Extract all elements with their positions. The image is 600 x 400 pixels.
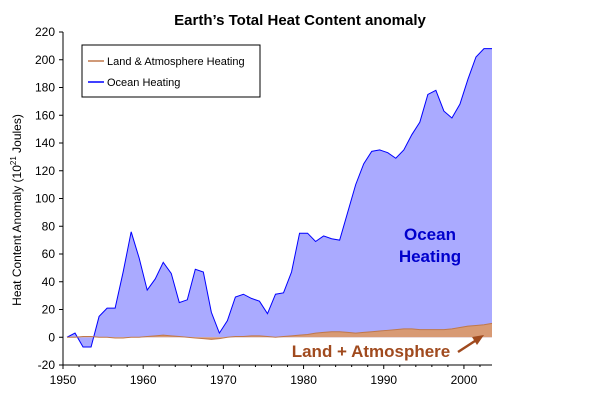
x-tick-label: 1970 xyxy=(210,373,237,387)
y-tick-label: 140 xyxy=(35,136,55,150)
y-tick-label: -20 xyxy=(38,358,56,372)
y-tick-label: 100 xyxy=(35,192,55,206)
plot-area xyxy=(66,48,493,348)
y-tick-label: 40 xyxy=(42,275,56,289)
legend-box xyxy=(81,44,261,98)
y-axis-label-exponent: 21 xyxy=(9,156,18,165)
x-tick-label: 1980 xyxy=(290,373,317,387)
x-tick-label: 2000 xyxy=(451,373,478,387)
y-tick-label: 160 xyxy=(35,108,55,122)
legend: Land & Atmosphere Heating Ocean Heating xyxy=(81,44,261,98)
legend-label-ocean: Ocean Heating xyxy=(107,77,180,89)
x-tick-label: 1990 xyxy=(370,373,397,387)
annotation-land-atmosphere: Land + Atmosphere xyxy=(292,342,451,361)
y-axis-label: Heat Content Anomaly (1021 Joules) xyxy=(9,114,24,306)
y-tick-label: 60 xyxy=(42,247,56,261)
ocean-heating-line xyxy=(66,48,492,348)
y-tick-label: 180 xyxy=(35,81,55,95)
y-tick-label: 20 xyxy=(42,303,56,317)
land-atmosphere-line xyxy=(67,322,493,340)
y-axis-label-main: Heat Content Anomaly (10 xyxy=(10,165,24,306)
annotation-arrow xyxy=(457,335,484,354)
y-tick-label: 0 xyxy=(48,330,55,344)
y-tick-label: 220 xyxy=(35,25,55,39)
annotation-ocean-heating-line1: Ocean xyxy=(404,225,456,244)
annotation-ocean-heating-line2: Heating xyxy=(399,247,461,266)
y-tick-label: 200 xyxy=(35,53,55,67)
x-tick-label: 1960 xyxy=(130,373,157,387)
y-tick-label: 120 xyxy=(35,164,55,178)
svg-text:Heat Content Anomaly (1021 Jou: Heat Content Anomaly (1021 Joules) xyxy=(9,114,24,306)
y-tick-label: 80 xyxy=(42,219,56,233)
axes: -20 0 20 40 60 80 100 120 140 160 180 200 220 1950 196… xyxy=(35,25,492,387)
land-atmosphere-area xyxy=(67,323,493,340)
legend-label-land: Land & Atmosphere Heating xyxy=(107,56,245,68)
x-tick-label: 1950 xyxy=(50,373,77,387)
y-axis-label-unit: Joules) xyxy=(10,114,24,156)
chart-title: Earth’s Total Heat Content anomaly xyxy=(174,12,426,29)
ocean-heating-area xyxy=(67,48,493,347)
